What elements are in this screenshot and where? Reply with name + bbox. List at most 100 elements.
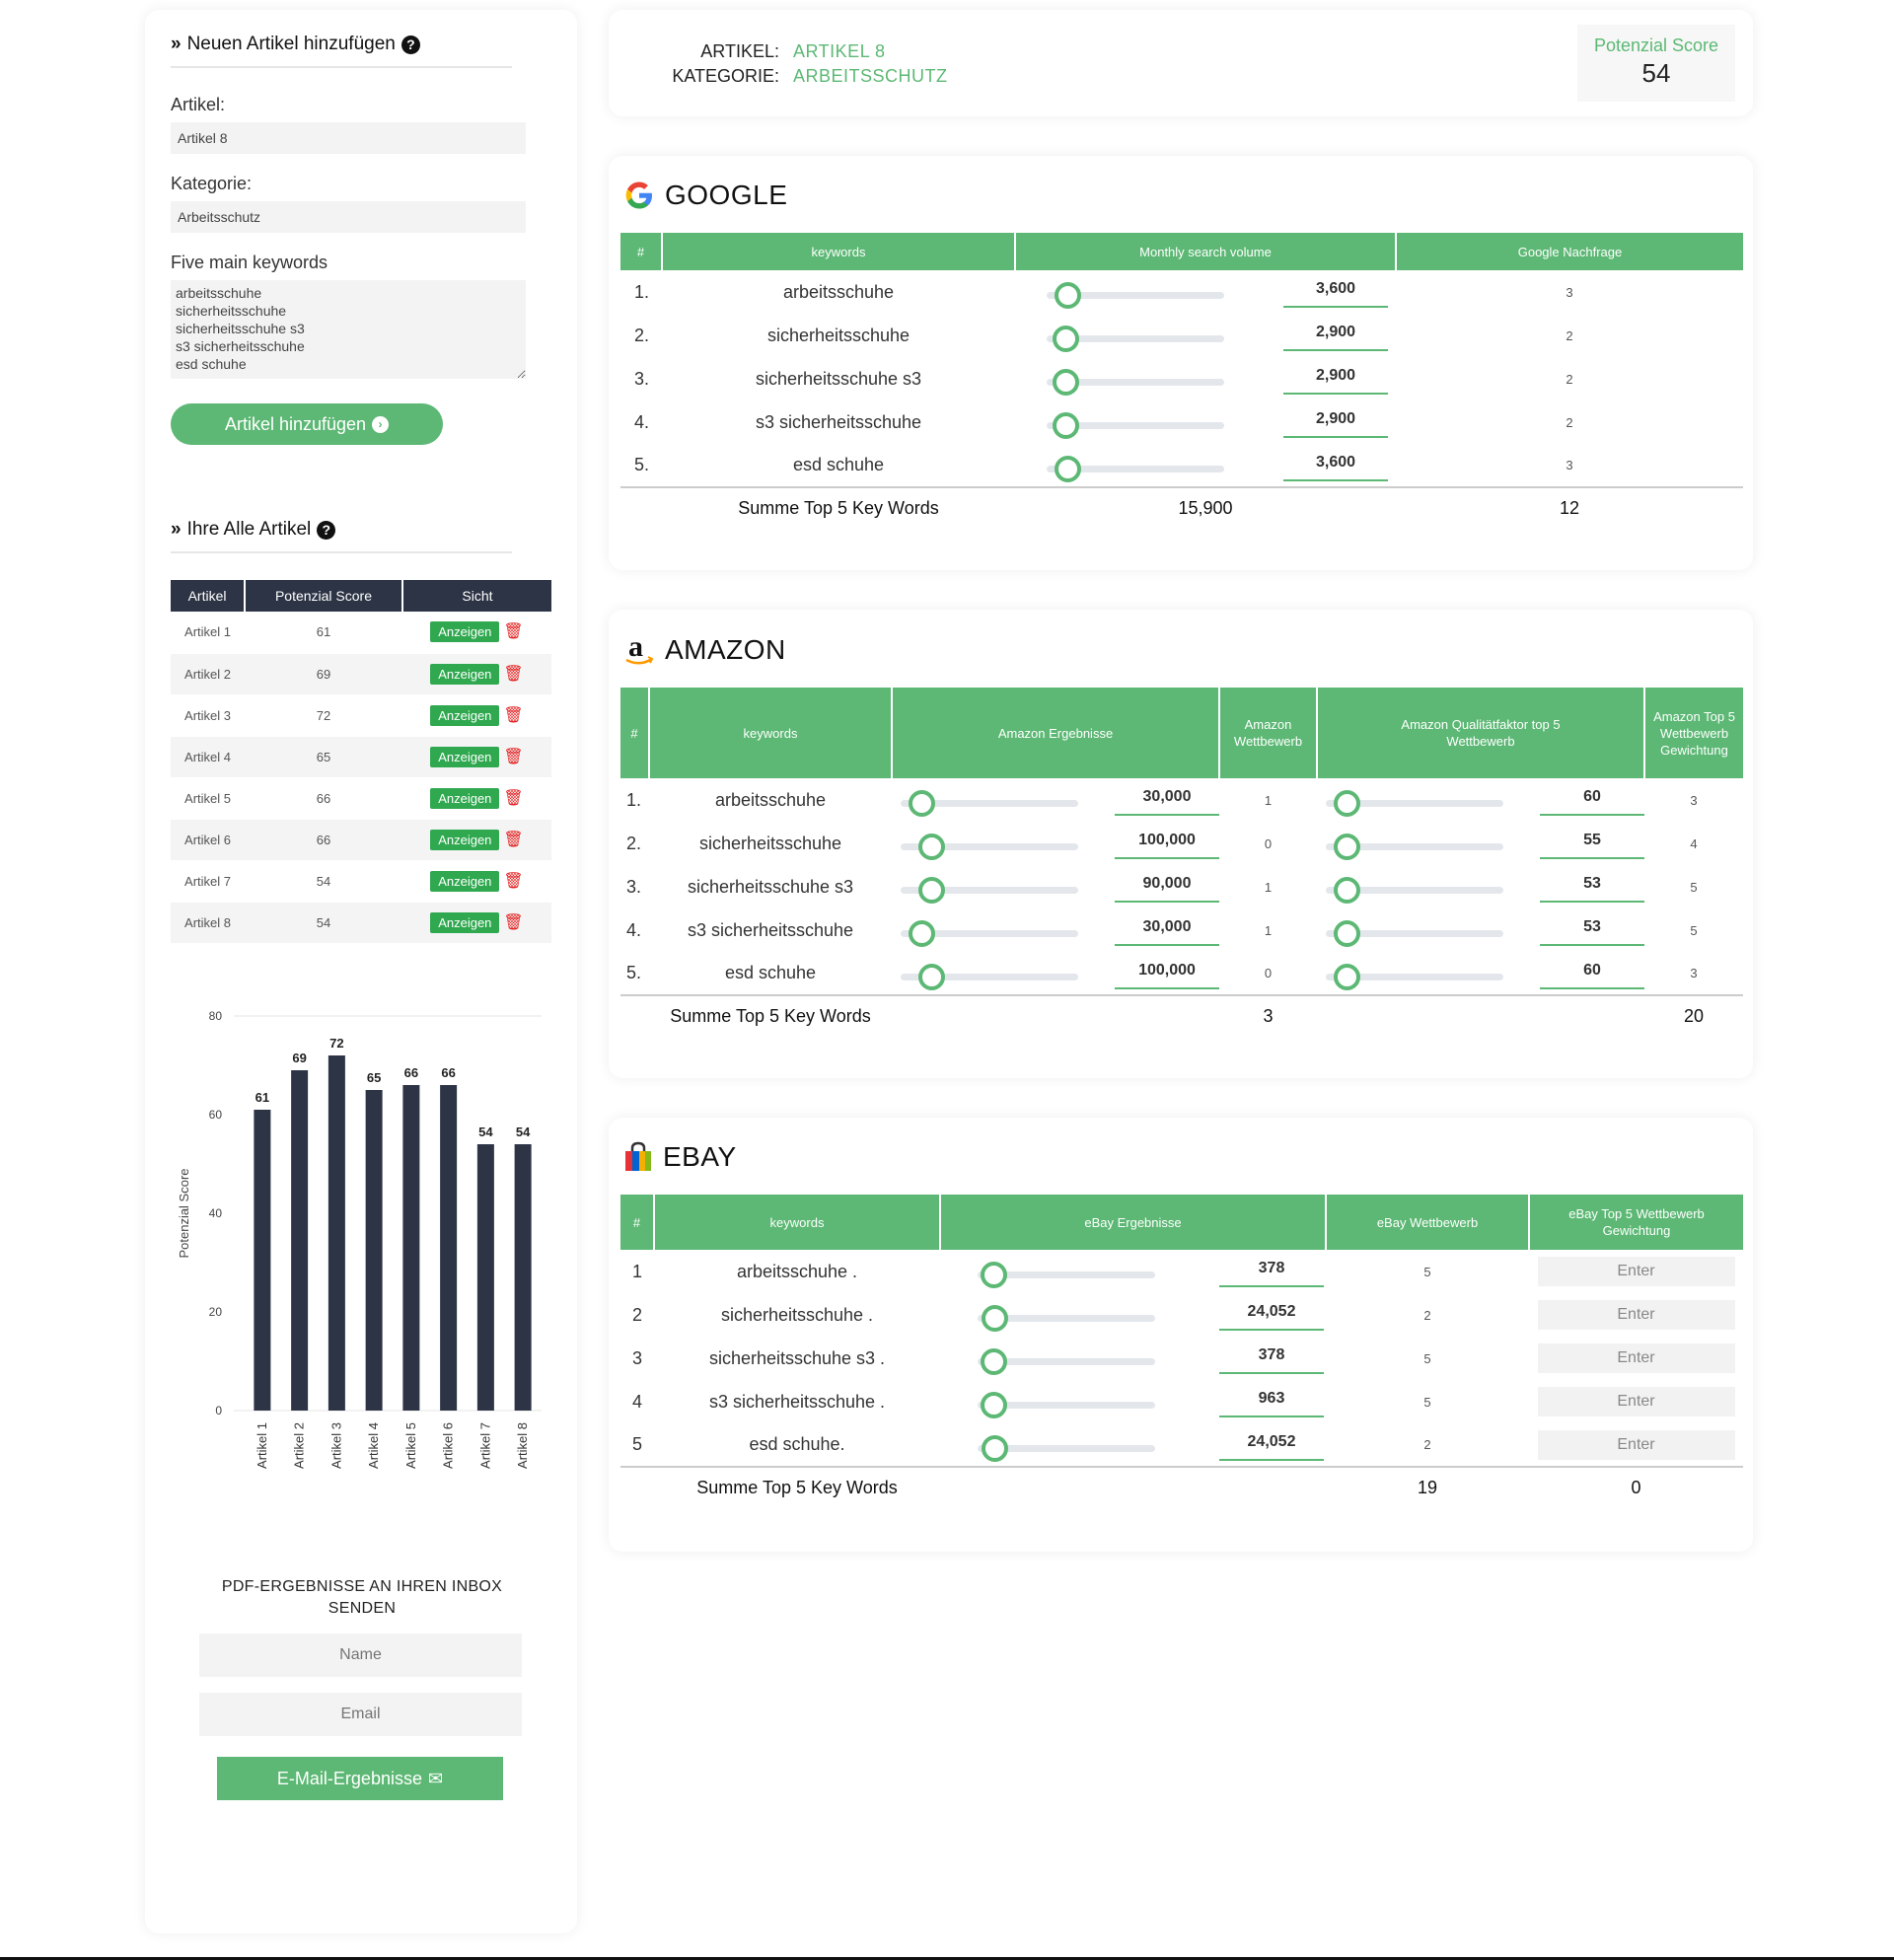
range-slider[interactable] — [901, 920, 1078, 947]
range-slider[interactable] — [1047, 326, 1224, 352]
slider-handle[interactable] — [1333, 834, 1360, 860]
results-value[interactable]: 378 — [1219, 1256, 1324, 1287]
weighting-input[interactable]: Enter — [1537, 1300, 1735, 1330]
data-label: 72 — [329, 1036, 343, 1051]
results-value[interactable]: 24,052 — [1219, 1429, 1324, 1461]
slider-handle[interactable] — [908, 920, 935, 947]
slider-handle[interactable] — [980, 1262, 1007, 1288]
keywords-textarea[interactable]: arbeitsschuhe sicherheitsschuhe sicherhe… — [171, 280, 526, 379]
show-article-button[interactable]: Anzeigen — [430, 911, 500, 933]
slider-handle[interactable] — [1333, 920, 1360, 947]
quality-value[interactable]: 55 — [1540, 828, 1644, 859]
slider-handle[interactable] — [1053, 412, 1080, 439]
slider-handle[interactable] — [918, 834, 946, 860]
volume-value[interactable]: 3,600 — [1283, 276, 1388, 308]
help-icon[interactable]: ? — [401, 35, 420, 54]
volume-value[interactable]: 2,900 — [1283, 363, 1388, 395]
slider-handle[interactable] — [1054, 282, 1081, 309]
slider-handle[interactable] — [918, 877, 946, 904]
range-slider[interactable] — [1326, 877, 1503, 904]
range-slider[interactable] — [1326, 790, 1503, 817]
range-slider[interactable] — [1047, 282, 1224, 309]
range-slider[interactable] — [977, 1434, 1155, 1462]
slider-handle[interactable] — [1053, 326, 1080, 352]
range-slider[interactable] — [901, 877, 1078, 904]
col-header: keywords — [654, 1195, 941, 1250]
data-label: 54 — [516, 1125, 531, 1139]
quality-value[interactable]: 53 — [1540, 914, 1644, 946]
trash-icon[interactable]: 🗑 — [503, 789, 524, 807]
name-input[interactable] — [199, 1633, 522, 1677]
range-slider[interactable] — [1047, 369, 1224, 396]
slider-handle[interactable] — [918, 963, 946, 990]
range-slider[interactable] — [977, 1305, 1155, 1332]
kategorie-label: Kategorie: — [171, 174, 253, 193]
results-value[interactable]: 378 — [1219, 1343, 1324, 1374]
slider-handle[interactable] — [980, 1348, 1007, 1375]
artikel-input[interactable] — [171, 122, 526, 154]
sum-volume: 15,900 — [1015, 486, 1396, 529]
show-article-button[interactable]: Anzeigen — [430, 829, 500, 850]
trash-icon[interactable]: 🗑 — [503, 623, 524, 641]
weighting-input[interactable]: Enter — [1537, 1429, 1735, 1460]
trash-icon[interactable]: 🗑 — [503, 665, 524, 683]
slider-handle[interactable] — [1333, 877, 1360, 904]
slider-handle[interactable] — [982, 1434, 1009, 1462]
arrow-right-circle-icon: › — [372, 415, 390, 433]
range-slider[interactable] — [1047, 455, 1224, 482]
range-slider[interactable] — [1326, 963, 1503, 990]
show-article-button[interactable]: Anzeigen — [430, 621, 500, 643]
trash-icon[interactable]: 🗑 — [503, 913, 524, 931]
show-article-button[interactable]: Anzeigen — [430, 787, 500, 809]
trash-icon[interactable]: 🗑 — [503, 831, 524, 848]
results-value[interactable]: 90,000 — [1115, 871, 1219, 903]
range-slider[interactable] — [977, 1392, 1155, 1418]
email-results-button[interactable]: E-Mail-Ergebnisse ✉ — [217, 1757, 503, 1800]
results-value[interactable]: 963 — [1219, 1386, 1324, 1417]
add-article-button[interactable]: Artikel hinzufügen › — [171, 403, 443, 445]
show-article-button[interactable]: Anzeigen — [430, 746, 500, 767]
quality-value[interactable]: 60 — [1540, 958, 1644, 989]
slider-handle[interactable] — [1053, 369, 1080, 396]
weighting-input[interactable]: Enter — [1537, 1387, 1735, 1416]
help-icon[interactable]: ? — [317, 520, 336, 540]
quality-value[interactable]: 60 — [1540, 784, 1644, 816]
email-input[interactable] — [199, 1693, 522, 1736]
range-slider[interactable] — [901, 790, 1078, 817]
range-slider[interactable] — [977, 1262, 1155, 1288]
slider-handle[interactable] — [1333, 790, 1360, 817]
kategorie-input[interactable] — [171, 201, 526, 233]
slider-handle[interactable] — [1054, 455, 1081, 482]
range-slider[interactable] — [1326, 920, 1503, 947]
slider-handle[interactable] — [908, 790, 935, 817]
range-slider[interactable] — [901, 963, 1078, 990]
range-slider[interactable] — [977, 1348, 1155, 1375]
results-value[interactable]: 24,052 — [1219, 1299, 1324, 1331]
results-value[interactable]: 30,000 — [1115, 784, 1219, 816]
slider-handle[interactable] — [980, 1392, 1007, 1418]
range-slider[interactable] — [1047, 412, 1224, 439]
trash-icon[interactable]: 🗑 — [503, 748, 524, 765]
trash-icon[interactable]: 🗑 — [503, 706, 524, 724]
weighting-input[interactable]: Enter — [1537, 1343, 1735, 1373]
results-value[interactable]: 30,000 — [1115, 914, 1219, 946]
results-value[interactable]: 100,000 — [1115, 828, 1219, 859]
slider-handle[interactable] — [1333, 963, 1360, 990]
results-value[interactable]: 100,000 — [1115, 958, 1219, 989]
range-slider[interactable] — [1326, 834, 1503, 860]
volume-value[interactable]: 2,900 — [1283, 406, 1388, 438]
show-article-button[interactable]: Anzeigen — [430, 870, 500, 892]
volume-value[interactable]: 3,600 — [1283, 450, 1388, 481]
results-cell: 30,000 — [892, 778, 1219, 822]
show-article-button[interactable]: Anzeigen — [430, 663, 500, 685]
slider-handle[interactable] — [982, 1305, 1009, 1332]
range-slider[interactable] — [901, 834, 1078, 860]
volume-value[interactable]: 2,900 — [1283, 320, 1388, 351]
quality-value[interactable]: 53 — [1540, 871, 1644, 903]
keyword: sicherheitsschuhe s3 . — [708, 1347, 886, 1368]
trash-icon[interactable]: 🗑 — [503, 872, 524, 890]
show-article-button[interactable]: Anzeigen — [430, 704, 500, 726]
weighting-input[interactable]: Enter — [1537, 1257, 1735, 1286]
table-row: Artikel 6 66 Anzeigen 🗑 — [171, 819, 551, 861]
